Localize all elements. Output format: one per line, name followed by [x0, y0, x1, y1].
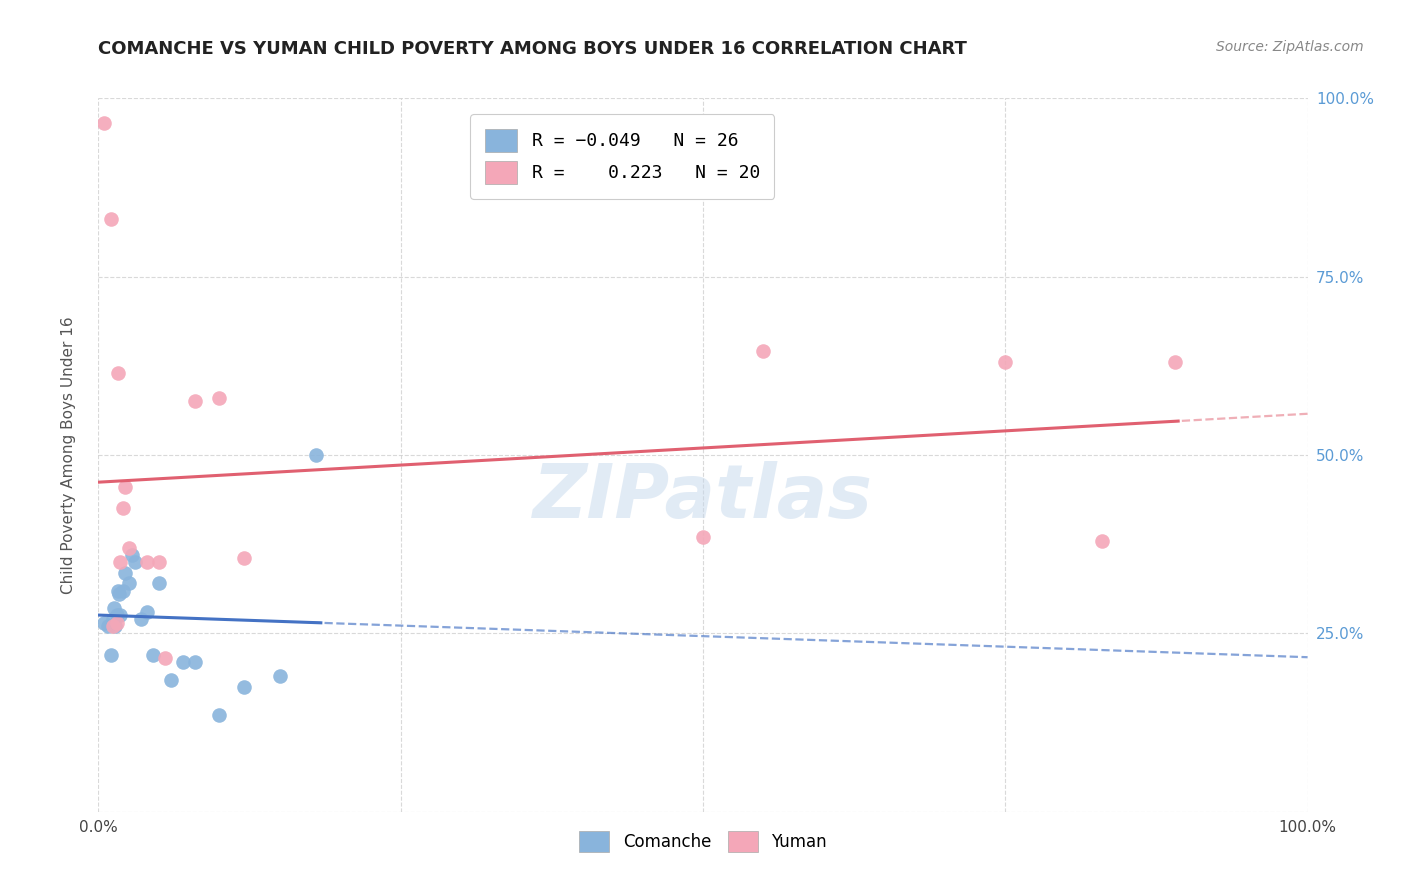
- Point: [208, 708, 231, 723]
- Point: [232, 680, 254, 694]
- Y-axis label: Child Poverty Among Boys Under 16: Child Poverty Among Boys Under 16: [62, 316, 76, 594]
- Point: [103, 601, 125, 615]
- Legend: Comanche, Yuman: Comanche, Yuman: [568, 819, 838, 864]
- Point: [101, 619, 124, 633]
- Point: [752, 344, 775, 359]
- Point: [135, 555, 157, 569]
- Point: [1091, 533, 1114, 548]
- Point: [148, 555, 170, 569]
- Point: [184, 655, 207, 669]
- Point: [100, 648, 122, 662]
- Point: [104, 619, 127, 633]
- Point: [129, 612, 152, 626]
- Point: [121, 548, 143, 562]
- Point: [108, 608, 131, 623]
- Text: ZIPatlas: ZIPatlas: [533, 461, 873, 534]
- Point: [114, 480, 136, 494]
- Text: COMANCHE VS YUMAN CHILD POVERTY AMONG BOYS UNDER 16 CORRELATION CHART: COMANCHE VS YUMAN CHILD POVERTY AMONG BO…: [98, 40, 967, 58]
- Point: [107, 366, 129, 380]
- Point: [93, 615, 115, 630]
- Point: [994, 355, 1017, 369]
- Text: Source: ZipAtlas.com: Source: ZipAtlas.com: [1216, 40, 1364, 54]
- Point: [142, 648, 165, 662]
- Point: [105, 608, 128, 623]
- Point: [111, 501, 134, 516]
- Point: [124, 555, 146, 569]
- Point: [184, 394, 207, 409]
- Point: [208, 391, 231, 405]
- Point: [172, 655, 194, 669]
- Point: [153, 651, 176, 665]
- Point: [692, 530, 714, 544]
- Point: [107, 583, 129, 598]
- Point: [111, 583, 134, 598]
- Point: [105, 615, 128, 630]
- Point: [101, 612, 124, 626]
- Point: [97, 619, 120, 633]
- Point: [118, 541, 141, 555]
- Point: [160, 673, 183, 687]
- Point: [232, 551, 254, 566]
- Point: [305, 448, 328, 462]
- Point: [148, 576, 170, 591]
- Point: [114, 566, 136, 580]
- Point: [135, 605, 157, 619]
- Point: [100, 212, 122, 227]
- Point: [93, 116, 115, 130]
- Point: [1163, 355, 1185, 369]
- Point: [269, 669, 291, 683]
- Point: [108, 587, 131, 601]
- Point: [108, 555, 131, 569]
- Point: [118, 576, 141, 591]
